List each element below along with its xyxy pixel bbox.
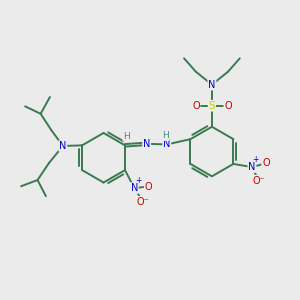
Text: N: N <box>59 141 67 151</box>
Text: H: H <box>123 132 130 141</box>
Text: N: N <box>143 139 150 149</box>
Text: N: N <box>248 162 256 172</box>
Text: S: S <box>208 101 215 111</box>
Text: N: N <box>208 80 216 90</box>
Text: +: + <box>135 176 141 185</box>
Text: O⁻: O⁻ <box>252 176 265 186</box>
Text: O: O <box>262 158 270 168</box>
Text: +: + <box>253 155 259 164</box>
Text: N: N <box>163 140 170 149</box>
Text: N: N <box>130 183 138 193</box>
Text: O: O <box>145 182 152 191</box>
Text: H: H <box>162 131 169 140</box>
Text: O: O <box>224 101 232 111</box>
Text: O: O <box>192 101 200 111</box>
Text: O⁻: O⁻ <box>136 197 149 207</box>
